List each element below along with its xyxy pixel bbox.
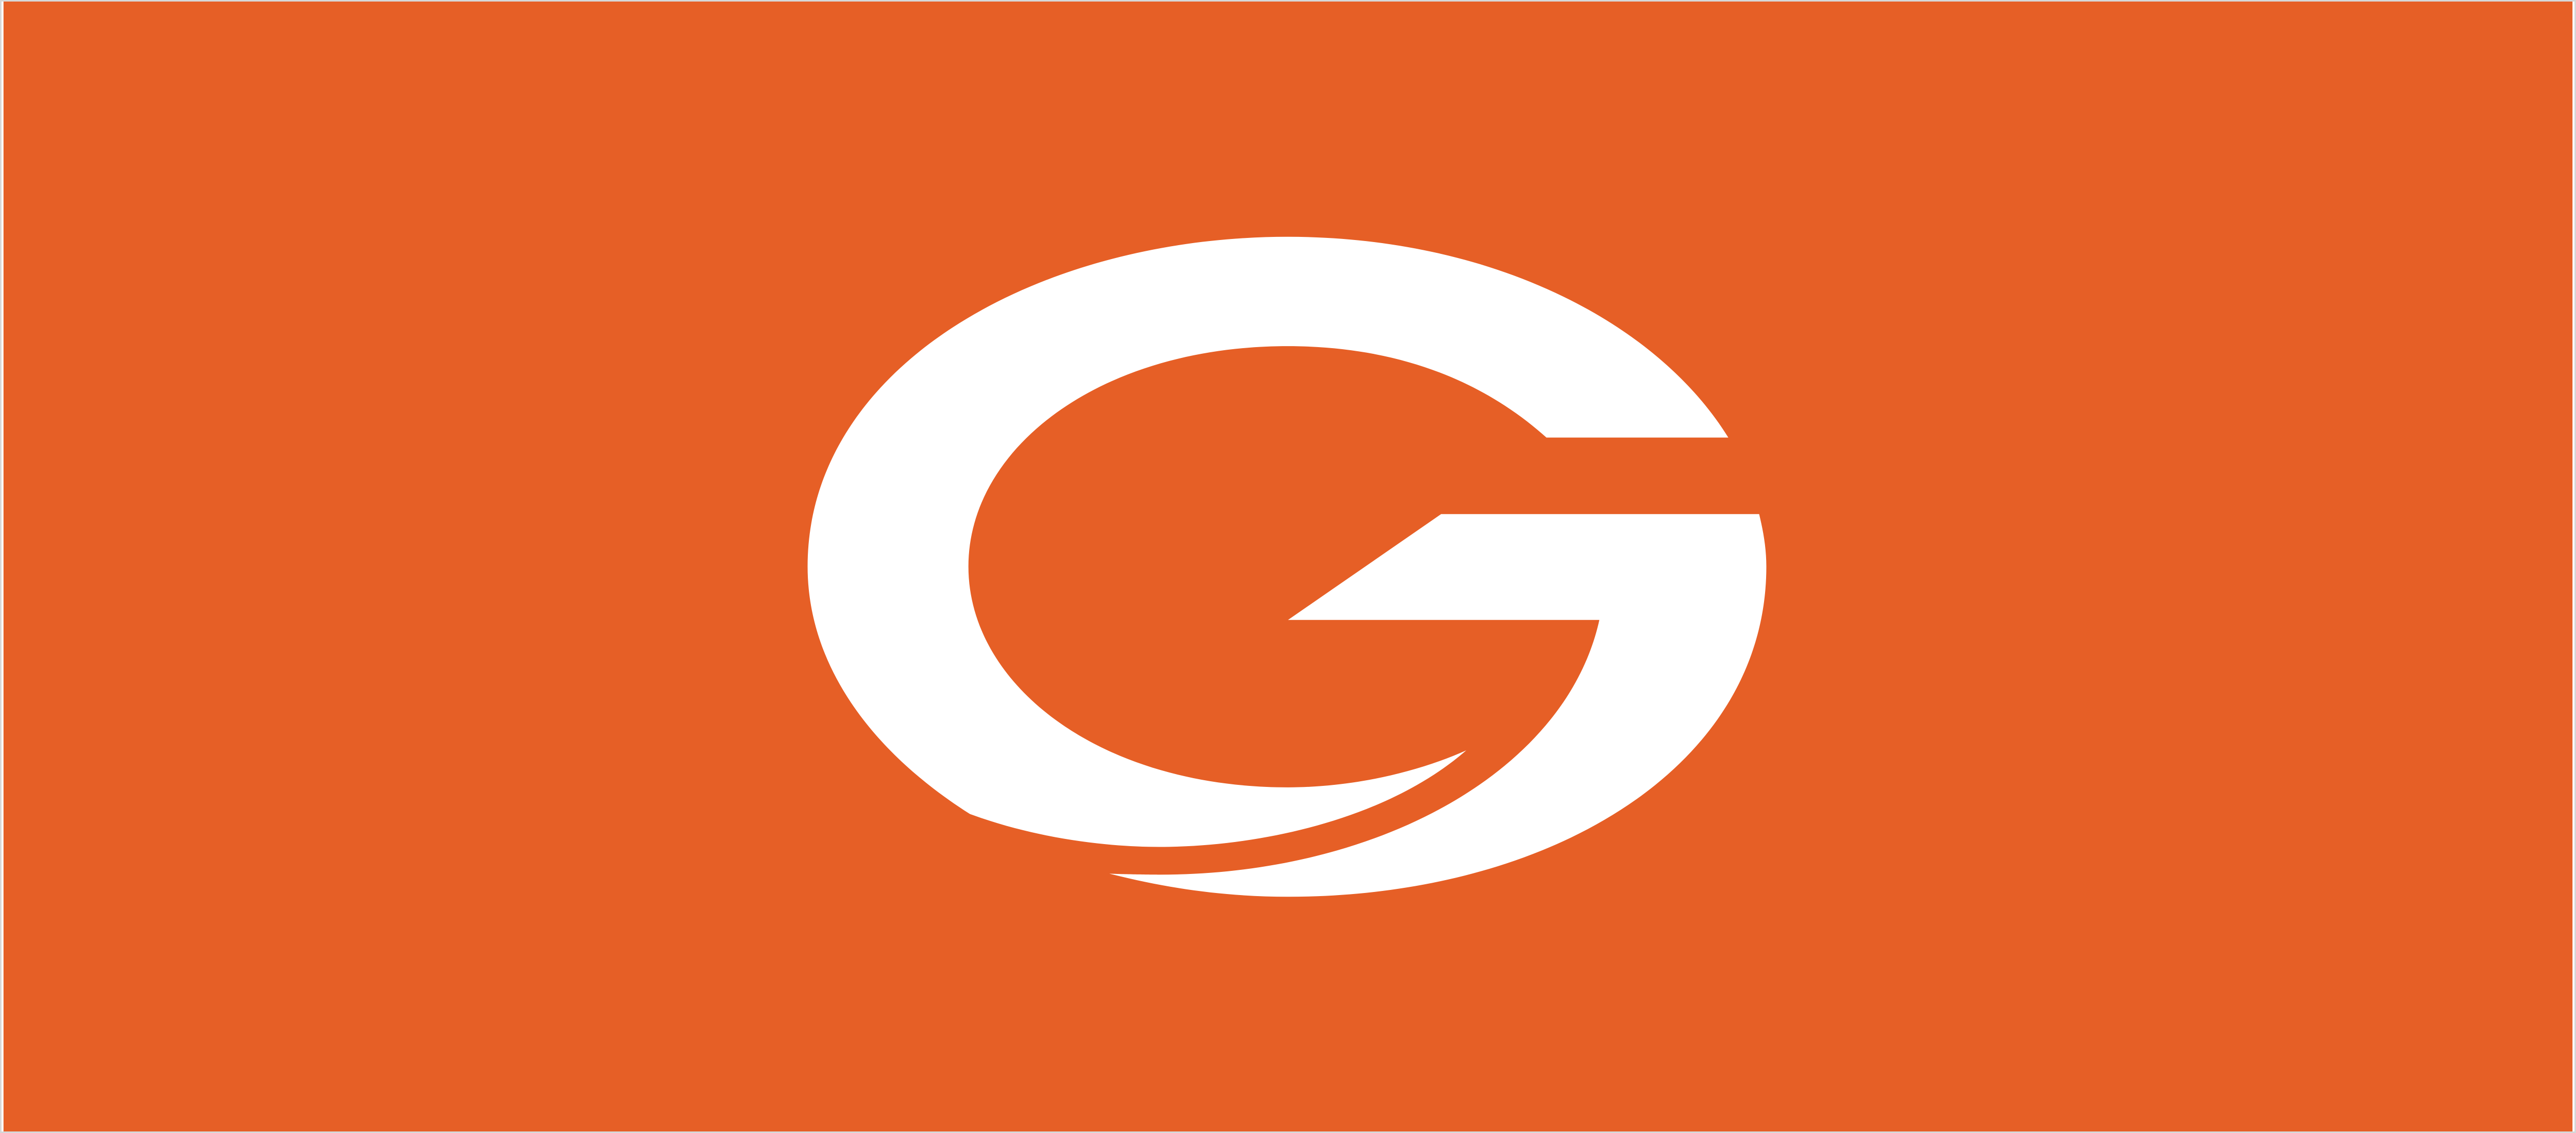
g-logo-upper-swoosh: [807, 236, 1728, 847]
g-logo-lower-swoosh: [1109, 514, 1767, 897]
banner-background: [3, 2, 2573, 1131]
